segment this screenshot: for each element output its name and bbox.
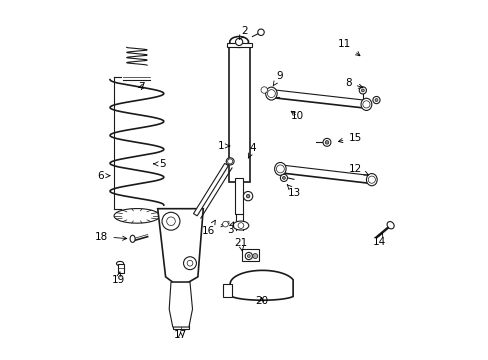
Text: 6: 6 xyxy=(97,171,110,181)
Circle shape xyxy=(282,176,285,179)
Circle shape xyxy=(359,87,366,94)
Circle shape xyxy=(244,252,252,260)
Circle shape xyxy=(246,194,249,198)
Text: 5: 5 xyxy=(153,159,166,169)
Circle shape xyxy=(367,176,375,183)
Circle shape xyxy=(267,90,275,98)
Bar xyxy=(226,43,251,47)
Ellipse shape xyxy=(130,235,135,242)
Circle shape xyxy=(247,255,250,257)
Text: 1: 1 xyxy=(217,141,229,151)
Circle shape xyxy=(235,39,242,45)
Text: 21: 21 xyxy=(234,238,247,251)
Polygon shape xyxy=(230,270,292,300)
Text: 13: 13 xyxy=(286,185,301,198)
Text: 14: 14 xyxy=(372,233,385,247)
Text: 2: 2 xyxy=(239,26,247,39)
Text: 8: 8 xyxy=(345,78,362,88)
Text: 18: 18 xyxy=(95,232,126,242)
Circle shape xyxy=(257,29,264,36)
Circle shape xyxy=(374,99,377,102)
Circle shape xyxy=(227,159,232,164)
Circle shape xyxy=(222,221,228,227)
Ellipse shape xyxy=(360,98,371,111)
Circle shape xyxy=(362,101,369,108)
Text: 12: 12 xyxy=(348,164,367,175)
Bar xyxy=(172,282,188,329)
Circle shape xyxy=(361,89,364,92)
Ellipse shape xyxy=(116,261,123,266)
Circle shape xyxy=(187,260,192,266)
Circle shape xyxy=(238,223,244,228)
Text: 10: 10 xyxy=(290,111,304,121)
Polygon shape xyxy=(158,209,203,282)
Text: 19: 19 xyxy=(111,272,124,285)
Text: 17: 17 xyxy=(174,330,187,340)
Bar xyxy=(235,178,242,214)
Circle shape xyxy=(162,212,180,230)
Ellipse shape xyxy=(226,158,234,165)
Ellipse shape xyxy=(229,37,248,47)
Text: 20: 20 xyxy=(255,296,268,306)
Circle shape xyxy=(323,138,330,146)
Circle shape xyxy=(372,96,379,104)
Ellipse shape xyxy=(386,221,393,229)
Ellipse shape xyxy=(233,221,248,230)
Circle shape xyxy=(280,174,287,181)
Bar xyxy=(241,249,258,261)
Text: 16: 16 xyxy=(202,220,215,236)
Circle shape xyxy=(261,87,267,93)
Text: 4: 4 xyxy=(248,143,256,158)
Polygon shape xyxy=(193,163,228,216)
Ellipse shape xyxy=(265,87,277,100)
Circle shape xyxy=(276,165,284,173)
Text: 7: 7 xyxy=(138,82,144,92)
Circle shape xyxy=(243,192,252,201)
Ellipse shape xyxy=(366,174,376,186)
Text: 3: 3 xyxy=(226,222,233,235)
Polygon shape xyxy=(169,282,192,327)
Bar xyxy=(118,264,123,273)
Circle shape xyxy=(325,140,328,144)
Bar xyxy=(223,284,231,297)
Bar xyxy=(228,45,249,182)
Text: 9: 9 xyxy=(272,71,283,86)
Circle shape xyxy=(166,217,175,226)
Text: 15: 15 xyxy=(338,133,361,143)
Ellipse shape xyxy=(274,162,285,175)
Text: 11: 11 xyxy=(338,39,359,56)
Circle shape xyxy=(183,257,196,270)
Circle shape xyxy=(252,253,257,258)
